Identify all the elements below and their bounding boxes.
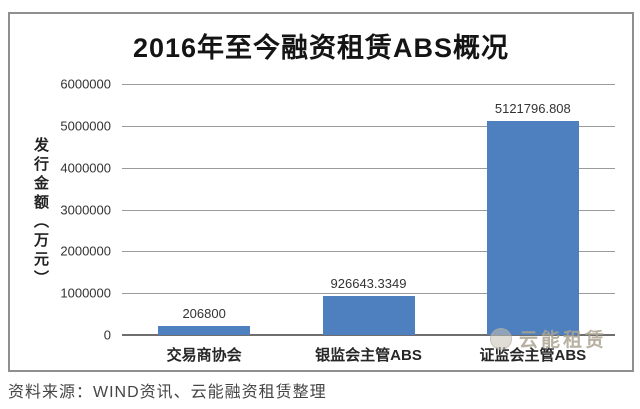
- x-category-label: 银监会主管ABS: [315, 347, 422, 364]
- gridline: [122, 84, 615, 85]
- bar: [158, 326, 251, 335]
- bar-value-label: 926643.3349: [330, 276, 407, 292]
- chart-title: 2016年至今融资租赁ABS概况: [132, 33, 510, 63]
- y-tick-label: 0: [103, 327, 111, 343]
- plot-area: 6000000 5000000 4000000 3000000 2000000 10000…: [60, 77, 615, 364]
- gridline: [122, 167, 615, 169]
- bar: [486, 120, 579, 335]
- y-tick-label: 1000000: [60, 285, 111, 301]
- x-category-label: 证监会主管ABS: [479, 347, 587, 364]
- y-tick-label: 4000000: [60, 160, 111, 176]
- y-tick-label: 3000000: [60, 202, 111, 217]
- bar: [322, 296, 415, 335]
- source-note: 资料来源：WIND资讯、云能融资租赁整理: [8, 384, 327, 401]
- gridline: [122, 209, 615, 211]
- x-axis-line: [122, 334, 615, 336]
- gridline: [122, 125, 615, 127]
- y-tick-label: 6000000: [60, 76, 111, 92]
- x-category-label: 交易商协会: [166, 347, 242, 364]
- gridline: [122, 251, 615, 253]
- bar-value-label: 5121796.808: [494, 100, 571, 116]
- gridline: [122, 293, 615, 295]
- y-axis-title: 发行金额（万元）: [32, 137, 49, 289]
- y-tick-label: 5000000: [60, 118, 111, 134]
- bar-value-label: 206800: [182, 306, 226, 322]
- chart-frame: 2016年至今融资租赁ABS概况 发行金额（万元） 6000000 5000000…: [8, 12, 634, 372]
- y-tick-label: 2000000: [60, 243, 111, 259]
